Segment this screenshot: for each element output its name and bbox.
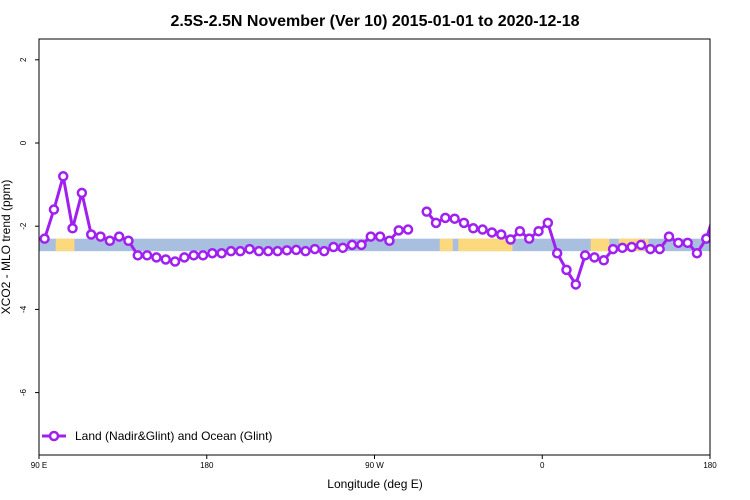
data-point [551, 247, 563, 259]
data-point [235, 245, 246, 257]
data-point [514, 225, 526, 237]
data-point [57, 171, 69, 182]
data-point [430, 217, 442, 229]
data-point [104, 235, 116, 247]
data-point [132, 250, 144, 261]
data-point [76, 187, 88, 199]
land-band-segment [458, 238, 513, 252]
data-point [598, 255, 610, 266]
data-point [384, 235, 395, 247]
data-point [263, 245, 274, 257]
y-axis-label: XCO2 - MLO trend (ppm) [0, 180, 13, 315]
land-band-segment [439, 238, 453, 252]
data-point [216, 247, 227, 259]
data-point [635, 239, 647, 251]
data-point [113, 231, 125, 242]
data-point [197, 250, 209, 261]
data-point [691, 247, 703, 259]
data-point [477, 224, 488, 235]
legend: Land (Nadir&Glint) and Ocean (Glint) [42, 429, 272, 443]
data-point [151, 252, 162, 263]
data-point [458, 217, 470, 229]
land-band-segment [55, 238, 75, 252]
data-point [468, 223, 479, 234]
data-point [374, 231, 386, 242]
data-point [39, 233, 50, 244]
data-point [67, 223, 78, 234]
data-point [48, 204, 60, 215]
data-point [533, 225, 544, 237]
data-point [402, 224, 414, 235]
data-point [421, 206, 432, 217]
data-point [495, 229, 507, 240]
data-point [440, 212, 451, 224]
chart-title: 2.5S-2.5N November (Ver 10) 2015-01-01 t… [170, 13, 579, 30]
x-axis-label: Longitude (deg E) [327, 477, 422, 491]
data-point [663, 231, 675, 242]
data-point [701, 233, 710, 244]
data-point [523, 233, 535, 244]
data-point [542, 217, 554, 229]
data-point [85, 229, 97, 240]
data-point [682, 237, 693, 249]
data-point [281, 245, 293, 256]
data-point [95, 231, 106, 242]
x-tick-label: 0 [540, 461, 545, 470]
ocean-band [39, 238, 710, 252]
legend-label: Land (Nadir&Glint) and Ocean (Glint) [75, 429, 272, 443]
data-point [589, 252, 600, 263]
data-point [393, 225, 404, 236]
data-point [188, 250, 199, 261]
data-point [617, 242, 628, 254]
data-point [290, 244, 302, 256]
data-point [561, 264, 572, 276]
data-point [449, 213, 460, 224]
x-tick-label: 180 [200, 461, 214, 470]
data-point [570, 279, 582, 290]
data-point [579, 250, 591, 261]
data-point [607, 243, 619, 255]
data-point [272, 245, 283, 257]
data-point [253, 245, 265, 257]
data-point [730, 224, 738, 232]
data-point [207, 247, 218, 259]
data-point [740, 189, 748, 197]
data-point [244, 243, 255, 255]
x-tick-label: 90 W [365, 461, 384, 470]
y-tick-label: -4 [19, 305, 28, 313]
y-tick-label: -2 [19, 222, 28, 230]
data-point [356, 239, 367, 251]
x-tick-label: 90 E [31, 461, 47, 470]
data-point [141, 250, 153, 261]
data-point [328, 241, 339, 253]
data-point [179, 252, 190, 263]
data-point [365, 231, 377, 242]
data-point [645, 243, 656, 255]
y-tick-label: 2 [19, 57, 28, 62]
data-point [225, 245, 237, 257]
data-point [337, 242, 349, 254]
legend-marker-swatch [48, 430, 60, 442]
data-point [160, 254, 171, 265]
data-point [300, 245, 311, 257]
land-band-segment [644, 238, 649, 252]
data-point [318, 245, 330, 257]
data-point [673, 237, 684, 249]
data-point [654, 243, 665, 255]
data-point [346, 239, 358, 251]
data-point [486, 227, 498, 238]
data-point [169, 256, 181, 267]
data-point [626, 241, 637, 253]
data-point [505, 234, 516, 245]
land-band-segment [590, 238, 610, 252]
y-tick-label: 0 [19, 140, 28, 145]
x-tick-label: 180 [703, 461, 717, 470]
data-point [721, 172, 729, 180]
data-point [309, 243, 321, 255]
y-tick-label: -6 [19, 388, 28, 396]
data-point [123, 235, 134, 247]
data-point [712, 206, 720, 214]
